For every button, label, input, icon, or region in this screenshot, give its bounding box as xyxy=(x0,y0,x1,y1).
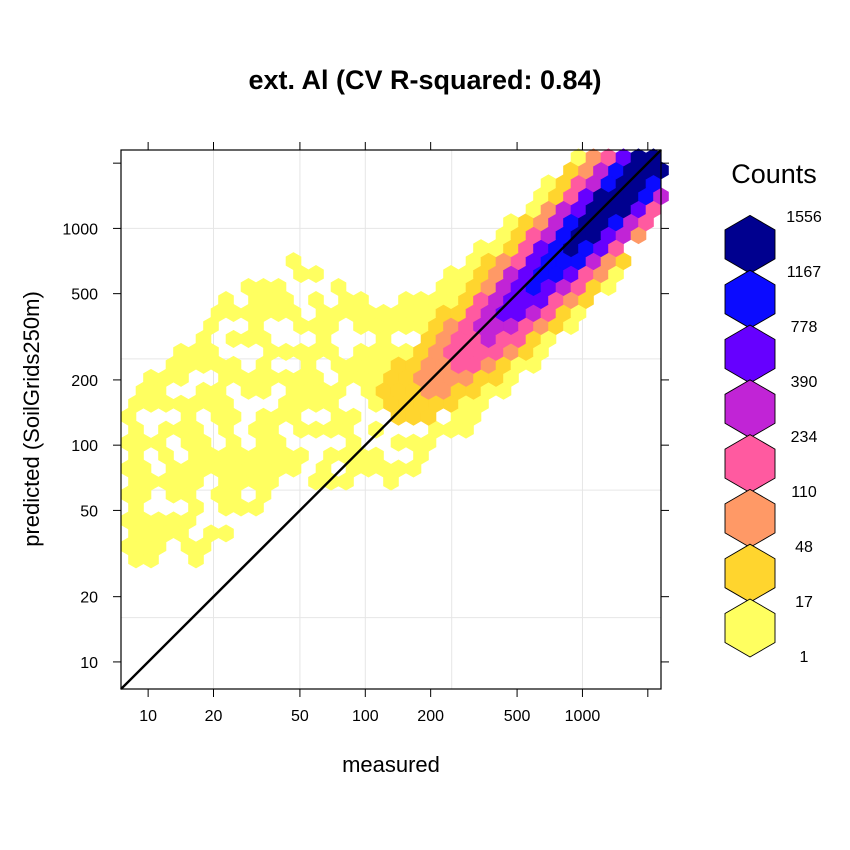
y-axis-title: predicted (SoilGrids250m) xyxy=(19,291,44,547)
one-to-one-line xyxy=(120,149,662,690)
y-tick-label: 200 xyxy=(71,373,98,390)
x-tick-label: 50 xyxy=(291,708,309,725)
legend-swatch xyxy=(724,488,776,548)
y-tick-label: 50 xyxy=(80,503,98,520)
hex-cell xyxy=(218,291,234,310)
hex-cell xyxy=(353,291,369,310)
legend-swatch xyxy=(724,543,776,603)
chart-title: ext. Al (CV R-squared: 0.84) xyxy=(248,65,601,95)
x-tick-label: 20 xyxy=(205,708,223,725)
hex-cell xyxy=(285,252,302,271)
axis-ticks: 10 20 50 100 200 500 1000 10 20 50 100 200 500 1000 xyxy=(62,142,669,725)
x-tick-label: 10 xyxy=(139,708,157,725)
legend-swatch xyxy=(724,269,776,329)
x-tick-label: 500 xyxy=(504,708,531,725)
legend: 1 17 48 110 234 390 778 1167 1556 xyxy=(724,209,822,666)
legend-swatch xyxy=(724,598,776,658)
hex-cell xyxy=(225,355,242,374)
plot-frame xyxy=(120,149,662,690)
hex-cell xyxy=(308,265,324,284)
hex-cell xyxy=(308,291,324,310)
hex-cell xyxy=(308,420,324,439)
hex-cell xyxy=(390,433,407,452)
x-axis-title: measured xyxy=(342,752,440,777)
hex-cell xyxy=(368,446,384,465)
legend-swatch xyxy=(724,379,776,439)
legend-label: 778 xyxy=(791,319,818,336)
hex-cell xyxy=(270,278,287,297)
legend-label: 1 xyxy=(800,649,809,666)
y-tick-label: 500 xyxy=(71,287,98,304)
hex-cell xyxy=(345,407,362,426)
hex-cell xyxy=(225,329,242,348)
x-tick-label: 1000 xyxy=(565,708,601,725)
x-tick-label: 100 xyxy=(352,708,379,725)
x-tick-label: 200 xyxy=(417,708,444,725)
legend-label: 110 xyxy=(791,484,817,501)
legend-label: 390 xyxy=(791,374,818,391)
hex-cell xyxy=(330,278,347,297)
hex-cell xyxy=(293,446,309,465)
y-tick-label: 1000 xyxy=(62,221,98,238)
y-tick-label: 10 xyxy=(80,655,98,672)
legend-swatch xyxy=(724,324,776,384)
y-tick-label: 20 xyxy=(80,590,98,607)
legend-label: 234 xyxy=(791,429,818,446)
legend-label: 48 xyxy=(795,539,813,556)
hex-cell xyxy=(278,342,294,361)
y-tick-label: 100 xyxy=(71,438,98,455)
legend-swatch xyxy=(724,214,776,274)
hexbin-cells xyxy=(120,148,669,569)
legend-label: 17 xyxy=(795,594,813,611)
legend-label: 1167 xyxy=(787,264,822,281)
hex-cell xyxy=(218,524,234,543)
legend-swatch xyxy=(724,434,776,494)
legend-label: 1556 xyxy=(786,209,822,226)
legend-title: Counts xyxy=(731,159,817,189)
